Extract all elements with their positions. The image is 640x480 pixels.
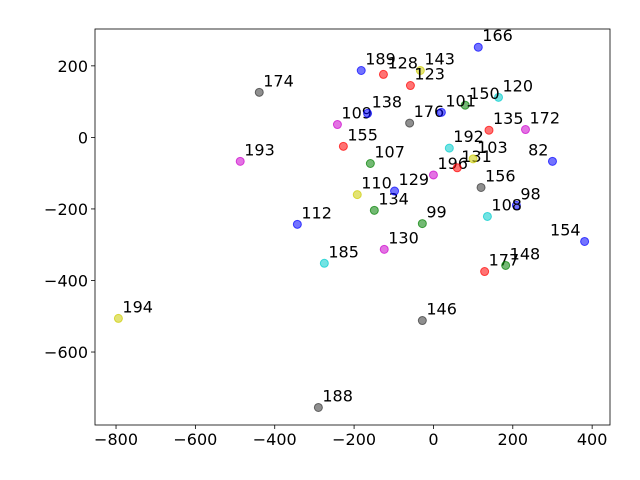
point-label: 108	[491, 195, 522, 214]
point	[428, 170, 438, 180]
point-label: 130	[388, 228, 419, 247]
point	[460, 100, 470, 110]
point	[476, 182, 486, 192]
point-label: 146	[426, 300, 457, 319]
point-label: 177	[489, 251, 520, 270]
point	[405, 81, 415, 91]
point	[235, 156, 245, 166]
point	[468, 154, 478, 164]
y-tick-label: 0	[78, 128, 88, 147]
x-tick-label: −200	[332, 430, 376, 449]
point-label: 107	[374, 143, 405, 162]
x-tick-label: 400	[577, 430, 608, 449]
y-tick-label: −400	[44, 271, 88, 290]
point	[292, 219, 302, 229]
point	[405, 118, 415, 128]
point-label: 135	[493, 109, 524, 128]
point	[501, 260, 511, 270]
x-tick-label: 0	[428, 430, 438, 449]
point-label: 172	[529, 109, 560, 128]
point	[356, 65, 366, 75]
y-tick-label: −600	[44, 343, 88, 362]
point	[436, 107, 446, 117]
point	[313, 402, 323, 412]
point	[444, 143, 454, 153]
point	[520, 125, 530, 135]
point	[379, 244, 389, 254]
point-label: 109	[341, 104, 372, 123]
point-label: 174	[263, 71, 294, 90]
point-label: 110	[361, 174, 392, 193]
point	[415, 65, 425, 75]
point-label: 120	[503, 76, 534, 95]
point-label: 128	[387, 53, 418, 72]
point	[369, 205, 379, 215]
point	[511, 200, 521, 210]
point	[338, 141, 348, 151]
point-label: 155	[347, 125, 378, 144]
x-tick-label: −400	[253, 430, 297, 449]
point-label: 156	[485, 166, 516, 185]
point-label: 192	[453, 127, 484, 146]
x-tick-label: −800	[94, 430, 138, 449]
point	[319, 258, 329, 268]
point-label: 154	[550, 220, 581, 239]
point	[352, 190, 362, 200]
point-label: 185	[328, 242, 359, 261]
x-tick-label: 200	[498, 430, 529, 449]
point-label: 193	[244, 140, 275, 159]
point-label: 99	[426, 203, 446, 222]
point-label: 138	[372, 92, 403, 111]
point	[473, 42, 483, 52]
point	[363, 108, 373, 118]
plot-frame	[94, 28, 611, 426]
point	[113, 313, 123, 323]
point	[494, 92, 504, 102]
point	[378, 69, 388, 79]
point-label: 143	[424, 49, 455, 68]
point	[365, 159, 375, 169]
y-tick-label: 200	[57, 57, 88, 76]
point-label: 112	[301, 203, 332, 222]
point	[332, 120, 342, 130]
point-label: 134	[378, 189, 409, 208]
point	[254, 87, 264, 97]
point	[484, 125, 494, 135]
point	[452, 163, 462, 173]
point-label: 129	[399, 170, 430, 189]
point-label: 189	[365, 49, 396, 68]
point	[547, 156, 557, 166]
point	[580, 236, 590, 246]
point	[480, 267, 490, 277]
point	[417, 219, 427, 229]
point	[482, 211, 492, 221]
point-label: 103	[477, 138, 508, 157]
point-label: 194	[122, 297, 153, 316]
point-label: 176	[414, 102, 445, 121]
point-label: 148	[510, 244, 541, 263]
point-label: 123	[414, 65, 445, 84]
point-label: 150	[469, 84, 500, 103]
point-label: 98	[520, 184, 540, 203]
y-tick-label: −200	[44, 200, 88, 219]
point	[390, 186, 400, 196]
point-label: 101	[445, 91, 476, 110]
point-label: 188	[322, 386, 353, 405]
point-label: 166	[482, 26, 513, 45]
point-label: 82	[528, 140, 548, 159]
point	[417, 316, 427, 326]
x-tick-label: −600	[173, 430, 217, 449]
